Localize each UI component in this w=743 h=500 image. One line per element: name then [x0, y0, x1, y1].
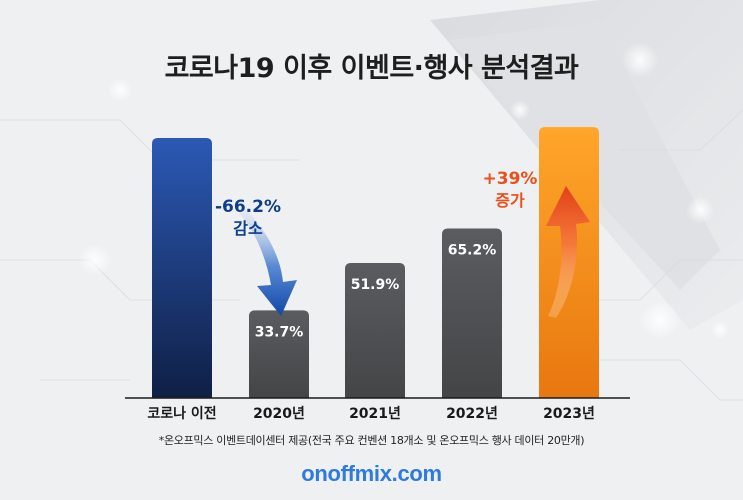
bar-2	[345, 263, 405, 398]
footnote: *온오프믹스 이벤트데이센터 제공(전국 주요 컨벤션 18개소 및 온오프믹스…	[158, 434, 585, 447]
bar-value-label-2: 51.9%	[351, 277, 400, 293]
category-label-4: 2023년	[543, 406, 595, 422]
category-label-3: 2022년	[446, 406, 498, 422]
category-label-0: 코로나 이전	[147, 405, 216, 422]
bar-0	[152, 138, 212, 398]
increase-arrow-icon	[546, 186, 590, 318]
bar-3	[442, 228, 502, 398]
decrease-annotation-label: 감소	[233, 219, 263, 238]
category-label-2: 2021년	[349, 406, 401, 422]
decrease-annotation-value: -66.2%	[215, 197, 281, 217]
increase-annotation-value: +39%	[483, 169, 538, 189]
brand-logo-text: onoffmix.com	[301, 461, 442, 486]
bar-value-label-3: 65.2%	[448, 242, 497, 258]
increase-annotation-label: 증가	[495, 191, 525, 210]
page-title: 코로나19 이후 이벤트·행사 분석결과	[164, 53, 579, 84]
decrease-arrow-icon	[240, 204, 297, 316]
category-label-1: 2020년	[253, 406, 305, 422]
bar-1	[249, 310, 309, 398]
bar-value-label-1: 33.7%	[255, 324, 304, 340]
